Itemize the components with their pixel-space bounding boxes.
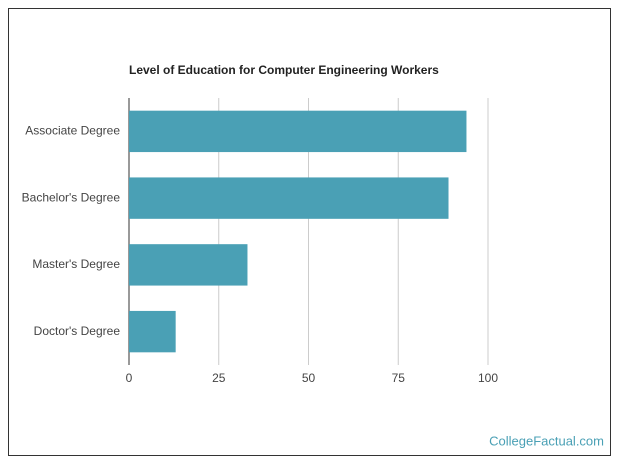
- bar: [129, 110, 467, 153]
- x-tick-label: 25: [212, 371, 226, 385]
- x-tick-label: 50: [302, 371, 316, 385]
- y-tick-label: Associate Degree: [25, 124, 120, 138]
- bar: [129, 310, 176, 353]
- y-tick-label: Master's Degree: [32, 257, 120, 271]
- x-tick-label: 75: [392, 371, 406, 385]
- bar: [129, 244, 248, 286]
- frame: [8, 8, 611, 456]
- watermark[interactable]: CollegeFactual.com: [489, 433, 604, 448]
- x-tick-label: 100: [478, 371, 498, 385]
- y-tick-label: Bachelor's Degree: [22, 190, 121, 204]
- y-tick-label: Doctor's Degree: [34, 324, 121, 338]
- x-tick-label: 0: [126, 371, 133, 385]
- bar: [129, 177, 449, 219]
- chart-title: Level of Education for Computer Engineer…: [129, 63, 439, 77]
